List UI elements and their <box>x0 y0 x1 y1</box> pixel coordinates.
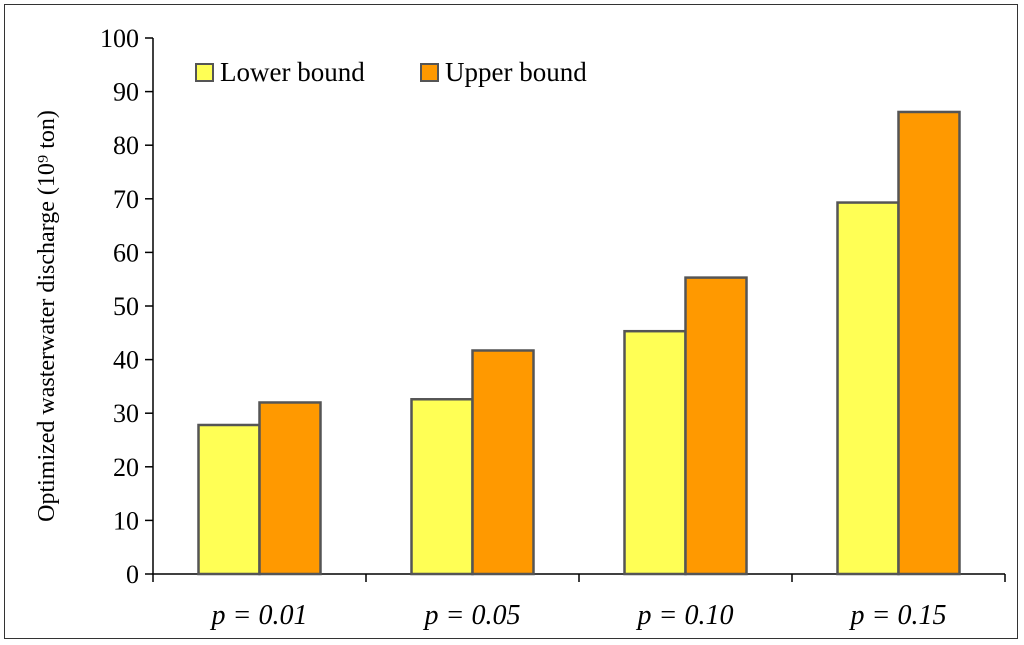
y-tick-label: 10 <box>113 506 139 535</box>
bars <box>197 110 961 576</box>
bar-upper-bound-2 <box>471 349 535 576</box>
y-tick-label: 30 <box>113 399 139 428</box>
y-tick-label: 0 <box>126 560 139 589</box>
y-tick-label: 50 <box>113 292 139 321</box>
x-category-label: p = 0.10 <box>636 600 734 631</box>
y-tick-label: 40 <box>113 346 139 375</box>
bar-lower-bound-4 <box>836 201 900 576</box>
x-category-label: p = 0.05 <box>423 600 521 631</box>
y-tick-label: 20 <box>113 453 139 482</box>
legend-label-lower-bound: Lower bound <box>220 57 365 87</box>
bar-lower-bound-1 <box>197 423 261 576</box>
x-category-label: p = 0.15 <box>849 600 947 631</box>
y-tick-label: 90 <box>113 78 139 107</box>
legend-swatch-upper-bound <box>420 63 439 82</box>
bar-upper-bound-3 <box>684 276 748 576</box>
y-tick-label: 60 <box>113 238 139 267</box>
legend: Lower bound Upper bound <box>195 57 587 87</box>
y-tick-label: 70 <box>113 185 139 214</box>
bar-upper-bound-1 <box>258 401 322 576</box>
y-tick-label: 100 <box>100 24 139 53</box>
y-axis-label: Optimized wasterwater discharge (10⁹ ton… <box>34 110 60 522</box>
legend-label-upper-bound: Upper bound <box>445 57 587 87</box>
bar-lower-bound-2 <box>410 398 474 576</box>
x-category-label: p = 0.01 <box>210 600 308 631</box>
y-tick-label: 80 <box>113 131 139 160</box>
legend-swatch-lower-bound <box>195 63 214 82</box>
bar-upper-bound-4 <box>897 110 961 576</box>
bar-lower-bound-3 <box>623 329 687 576</box>
